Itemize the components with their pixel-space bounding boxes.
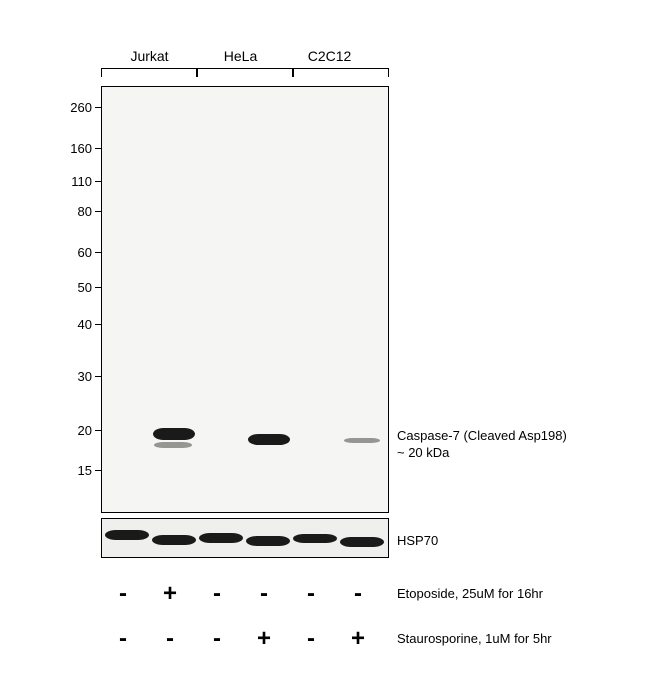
treatment-sign: + — [254, 625, 274, 653]
mw-tick — [95, 211, 101, 212]
loading-band — [199, 533, 243, 543]
treatment-sign: - — [113, 580, 133, 608]
blot-annotation: Caspase-7 (Cleaved Asp198) — [397, 428, 567, 443]
loading-band — [105, 530, 149, 540]
mw-tick — [95, 252, 101, 253]
mw-tick — [95, 287, 101, 288]
treatment-label: Staurosporine, 1uM for 5hr — [397, 631, 552, 646]
mw-marker-label: 40 — [62, 317, 92, 332]
mw-marker-label: 80 — [62, 204, 92, 219]
mw-marker-label: 160 — [62, 141, 92, 156]
treatment-sign: - — [348, 580, 368, 608]
mw-tick — [95, 148, 101, 149]
loading-band — [340, 537, 384, 547]
mw-tick — [95, 181, 101, 182]
treatment-sign: - — [254, 580, 274, 608]
lane-bracket — [197, 68, 293, 77]
treatment-sign: - — [301, 625, 321, 653]
target-band — [344, 438, 380, 443]
treatment-sign: - — [160, 625, 180, 653]
cell-line-label: HeLa — [218, 48, 263, 64]
target-band — [153, 428, 195, 440]
mw-tick — [95, 324, 101, 325]
treatment-sign: + — [160, 580, 180, 608]
mw-tick — [95, 470, 101, 471]
mw-marker-label: 50 — [62, 280, 92, 295]
cell-line-label: C2C12 — [302, 48, 357, 64]
blot-annotation: ~ 20 kDa — [397, 445, 449, 460]
mw-tick — [95, 376, 101, 377]
loading-band — [293, 534, 337, 543]
mw-marker-label: 60 — [62, 245, 92, 260]
mw-marker-label: 20 — [62, 423, 92, 438]
treatment-sign: - — [113, 625, 133, 653]
treatment-sign: + — [348, 625, 368, 653]
mw-marker-label: 110 — [62, 174, 92, 189]
lane-bracket — [293, 68, 389, 77]
mw-tick — [95, 430, 101, 431]
treatment-sign: - — [301, 580, 321, 608]
mw-marker-label: 15 — [62, 463, 92, 478]
loading-band — [246, 536, 290, 546]
cell-line-label: Jurkat — [122, 48, 177, 64]
lane-bracket — [101, 68, 197, 77]
mw-marker-label: 30 — [62, 369, 92, 384]
target-band — [248, 434, 290, 445]
mw-tick — [95, 107, 101, 108]
target-band — [154, 442, 192, 448]
treatment-label: Etoposide, 25uM for 16hr — [397, 586, 543, 601]
mw-marker-label: 260 — [62, 100, 92, 115]
blot-annotation: HSP70 — [397, 533, 438, 548]
loading-band — [152, 535, 196, 545]
treatment-sign: - — [207, 625, 227, 653]
treatment-sign: - — [207, 580, 227, 608]
main-blot-box — [101, 86, 389, 513]
